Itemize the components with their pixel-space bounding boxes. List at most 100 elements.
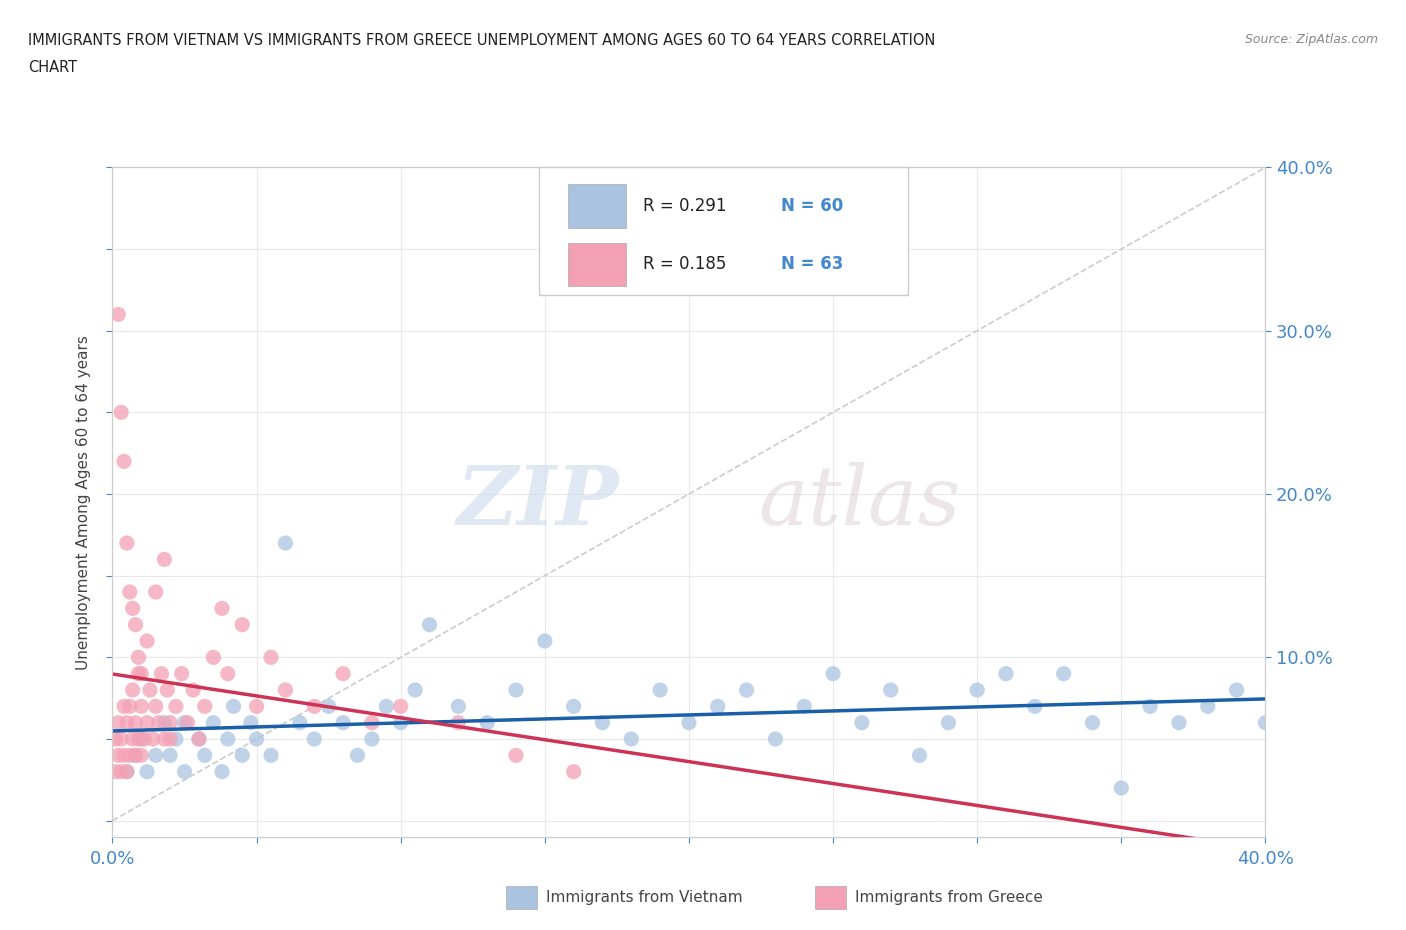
Point bbox=[107, 748, 129, 763]
Point bbox=[505, 748, 527, 763]
Point bbox=[153, 732, 176, 747]
Point bbox=[202, 715, 225, 730]
Point bbox=[110, 732, 132, 747]
Point bbox=[159, 715, 181, 730]
Point bbox=[188, 732, 211, 747]
Point bbox=[121, 732, 143, 747]
Point bbox=[139, 683, 162, 698]
FancyBboxPatch shape bbox=[568, 184, 626, 228]
Point bbox=[678, 715, 700, 730]
Text: CHART: CHART bbox=[28, 60, 77, 75]
Point bbox=[124, 618, 146, 632]
Text: R = 0.291: R = 0.291 bbox=[643, 197, 727, 215]
Point bbox=[375, 699, 398, 714]
Y-axis label: Unemployment Among Ages 60 to 64 years: Unemployment Among Ages 60 to 64 years bbox=[76, 335, 91, 670]
Point bbox=[332, 715, 354, 730]
Point bbox=[124, 748, 146, 763]
Point bbox=[112, 748, 135, 763]
Point bbox=[1167, 715, 1189, 730]
Point bbox=[706, 699, 728, 714]
Point bbox=[173, 764, 195, 779]
Point bbox=[136, 633, 159, 648]
Point bbox=[104, 732, 127, 747]
Point bbox=[188, 732, 211, 747]
Point bbox=[245, 699, 267, 714]
Text: atlas: atlas bbox=[758, 462, 960, 542]
Point bbox=[1081, 715, 1104, 730]
Point bbox=[735, 683, 758, 698]
Point bbox=[908, 748, 931, 763]
Point bbox=[115, 764, 138, 779]
Point bbox=[176, 715, 198, 730]
Point bbox=[475, 715, 498, 730]
Point bbox=[127, 666, 149, 681]
Point bbox=[318, 699, 340, 714]
Point bbox=[260, 650, 283, 665]
Point bbox=[821, 666, 844, 681]
Point bbox=[447, 715, 470, 730]
Point bbox=[136, 715, 159, 730]
Point bbox=[533, 633, 555, 648]
Text: ZIP: ZIP bbox=[457, 462, 620, 542]
Point bbox=[304, 699, 326, 714]
Point bbox=[447, 699, 470, 714]
Point bbox=[505, 683, 527, 698]
Point bbox=[936, 715, 959, 730]
Point bbox=[211, 764, 233, 779]
Point bbox=[145, 585, 167, 600]
Point bbox=[153, 715, 176, 730]
Point bbox=[217, 666, 239, 681]
Point bbox=[129, 699, 153, 714]
Point bbox=[165, 732, 187, 747]
Point bbox=[1226, 683, 1249, 698]
Point bbox=[118, 585, 141, 600]
Point bbox=[1254, 715, 1277, 730]
Point bbox=[156, 683, 179, 698]
Point bbox=[346, 748, 368, 763]
Point bbox=[150, 666, 173, 681]
Text: Immigrants from Vietnam: Immigrants from Vietnam bbox=[546, 890, 742, 905]
Point bbox=[562, 764, 585, 779]
FancyBboxPatch shape bbox=[568, 243, 626, 286]
Text: N = 60: N = 60 bbox=[782, 197, 844, 215]
Point bbox=[121, 601, 143, 616]
Point bbox=[1052, 666, 1074, 681]
Point bbox=[112, 454, 135, 469]
Text: Source: ZipAtlas.com: Source: ZipAtlas.com bbox=[1244, 33, 1378, 46]
Point bbox=[217, 732, 239, 747]
Point bbox=[142, 732, 165, 747]
Point bbox=[127, 650, 149, 665]
Point bbox=[648, 683, 672, 698]
Point bbox=[127, 732, 149, 747]
Point bbox=[110, 764, 132, 779]
Point bbox=[995, 666, 1018, 681]
Point bbox=[129, 748, 153, 763]
Point bbox=[288, 715, 311, 730]
Point bbox=[851, 715, 873, 730]
FancyBboxPatch shape bbox=[538, 167, 908, 295]
Point bbox=[129, 732, 153, 747]
Point bbox=[404, 683, 426, 698]
Point bbox=[239, 715, 262, 730]
Point bbox=[360, 732, 382, 747]
Point bbox=[121, 683, 143, 698]
Point bbox=[115, 536, 138, 551]
Point bbox=[118, 699, 141, 714]
Point bbox=[124, 748, 146, 763]
Point bbox=[765, 732, 787, 747]
Point bbox=[181, 683, 204, 698]
Point bbox=[124, 715, 146, 730]
Point bbox=[153, 551, 176, 566]
Point bbox=[562, 699, 585, 714]
Point bbox=[389, 715, 412, 730]
Point bbox=[231, 618, 253, 632]
Point bbox=[274, 536, 297, 551]
Point bbox=[1197, 699, 1219, 714]
Point bbox=[222, 699, 245, 714]
Point bbox=[173, 715, 195, 730]
Point bbox=[332, 666, 354, 681]
Point bbox=[129, 666, 153, 681]
Point bbox=[592, 715, 614, 730]
Point bbox=[245, 732, 267, 747]
Point bbox=[360, 715, 382, 730]
